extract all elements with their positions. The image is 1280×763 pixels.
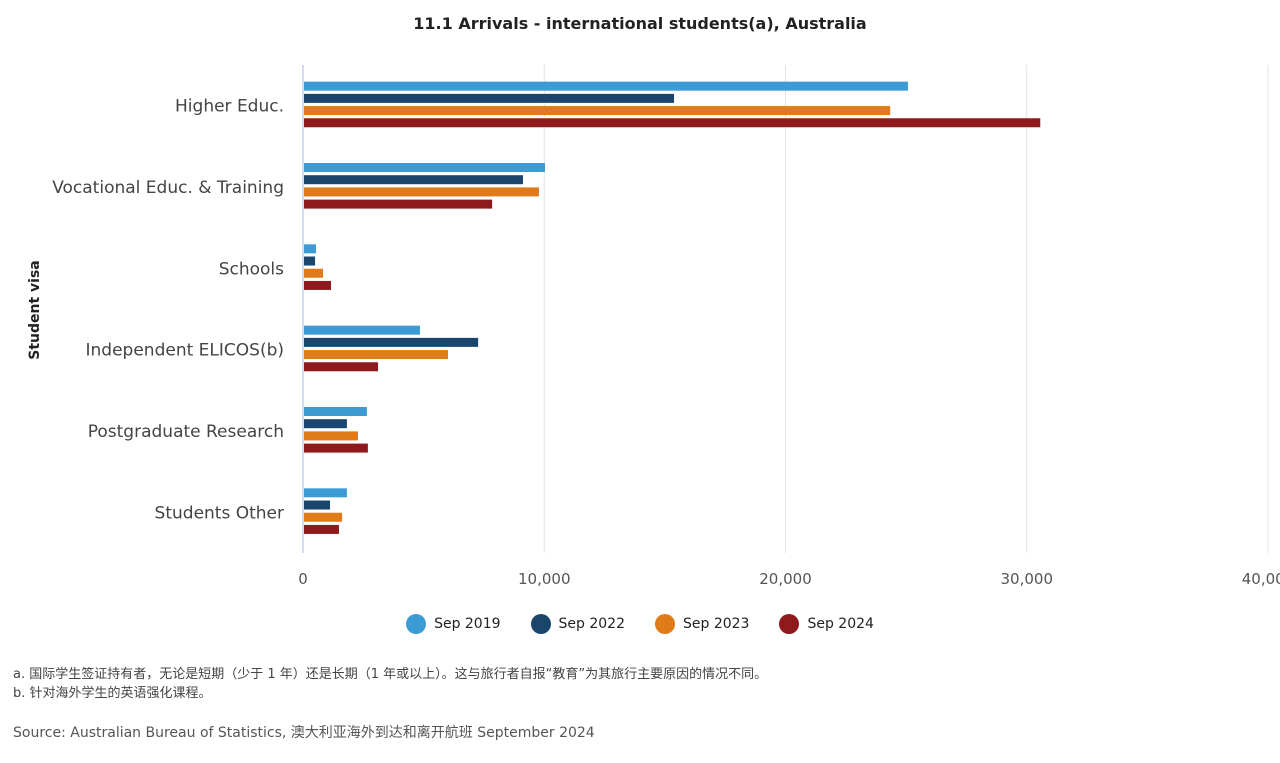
bar [304,488,347,498]
category-label: Vocational Educ. & Training [52,178,284,198]
legend-item[interactable]: Sep 2024 [779,614,874,634]
bar [304,419,347,429]
legend-marker [655,614,675,634]
legend-marker [406,614,427,634]
legend-label: Sep 2023 [683,616,750,632]
bar [304,199,493,209]
x-tick-label: 40,000 [1242,570,1280,588]
bar [304,524,339,534]
x-tick-label: 10,000 [518,570,571,588]
bar [304,93,675,103]
bar [304,244,317,254]
bar [304,256,316,266]
legend-item[interactable]: Sep 2022 [530,614,625,634]
bar [304,337,479,347]
legend-item[interactable]: Sep 2023 [655,614,749,634]
x-tick-label: 30,000 [1001,570,1054,588]
legend-label: Sep 2019 [434,616,501,632]
bar [304,362,379,372]
bar [304,175,524,185]
x-tick-label: 20,000 [759,570,812,588]
bar [304,268,324,278]
category-label: Independent ELICOS(b) [86,341,284,361]
legend-label: Sep 2024 [807,616,874,632]
y-axis-label: Student visa [27,260,43,360]
bar [304,163,545,172]
category-label: Higher Educ. [175,97,284,117]
bar [304,187,539,197]
legend-label: Sep 2022 [558,616,625,632]
x-tick-label: 0 [298,570,308,588]
bar [304,500,331,510]
category-label: Students Other [155,503,284,523]
footnote-b: b. 针对海外学生的英语强化课程。 [13,686,212,701]
bar [304,106,891,116]
bar [304,325,421,335]
bar [304,118,1041,128]
category-label: Schools [219,259,284,279]
bar [304,431,359,441]
bar [304,81,909,91]
bar [304,407,367,416]
legend-marker [530,614,551,634]
legend-item[interactable]: Sep 2019 [406,614,501,634]
footnote-a: a. 国际学生签证持有者，无论是短期（少于 1 年）还是长期（1 年或以上）。这… [13,667,768,682]
legend: Sep 2019 Sep 2022 Sep 2023 Sep 2024 [0,614,1280,634]
source-text: Source: Australian Bureau of Statistics,… [13,725,595,741]
bar [304,443,368,453]
bar [304,350,448,360]
legend-marker [779,614,800,634]
footnotes: a. 国际学生签证持有者，无论是短期（少于 1 年）还是长期（1 年或以上）。这… [13,665,767,703]
bar [304,512,343,522]
bar [304,280,331,290]
chart-title: 11.1 Arrivals - international students(a… [413,14,867,33]
category-label: Postgraduate Research [88,422,284,442]
